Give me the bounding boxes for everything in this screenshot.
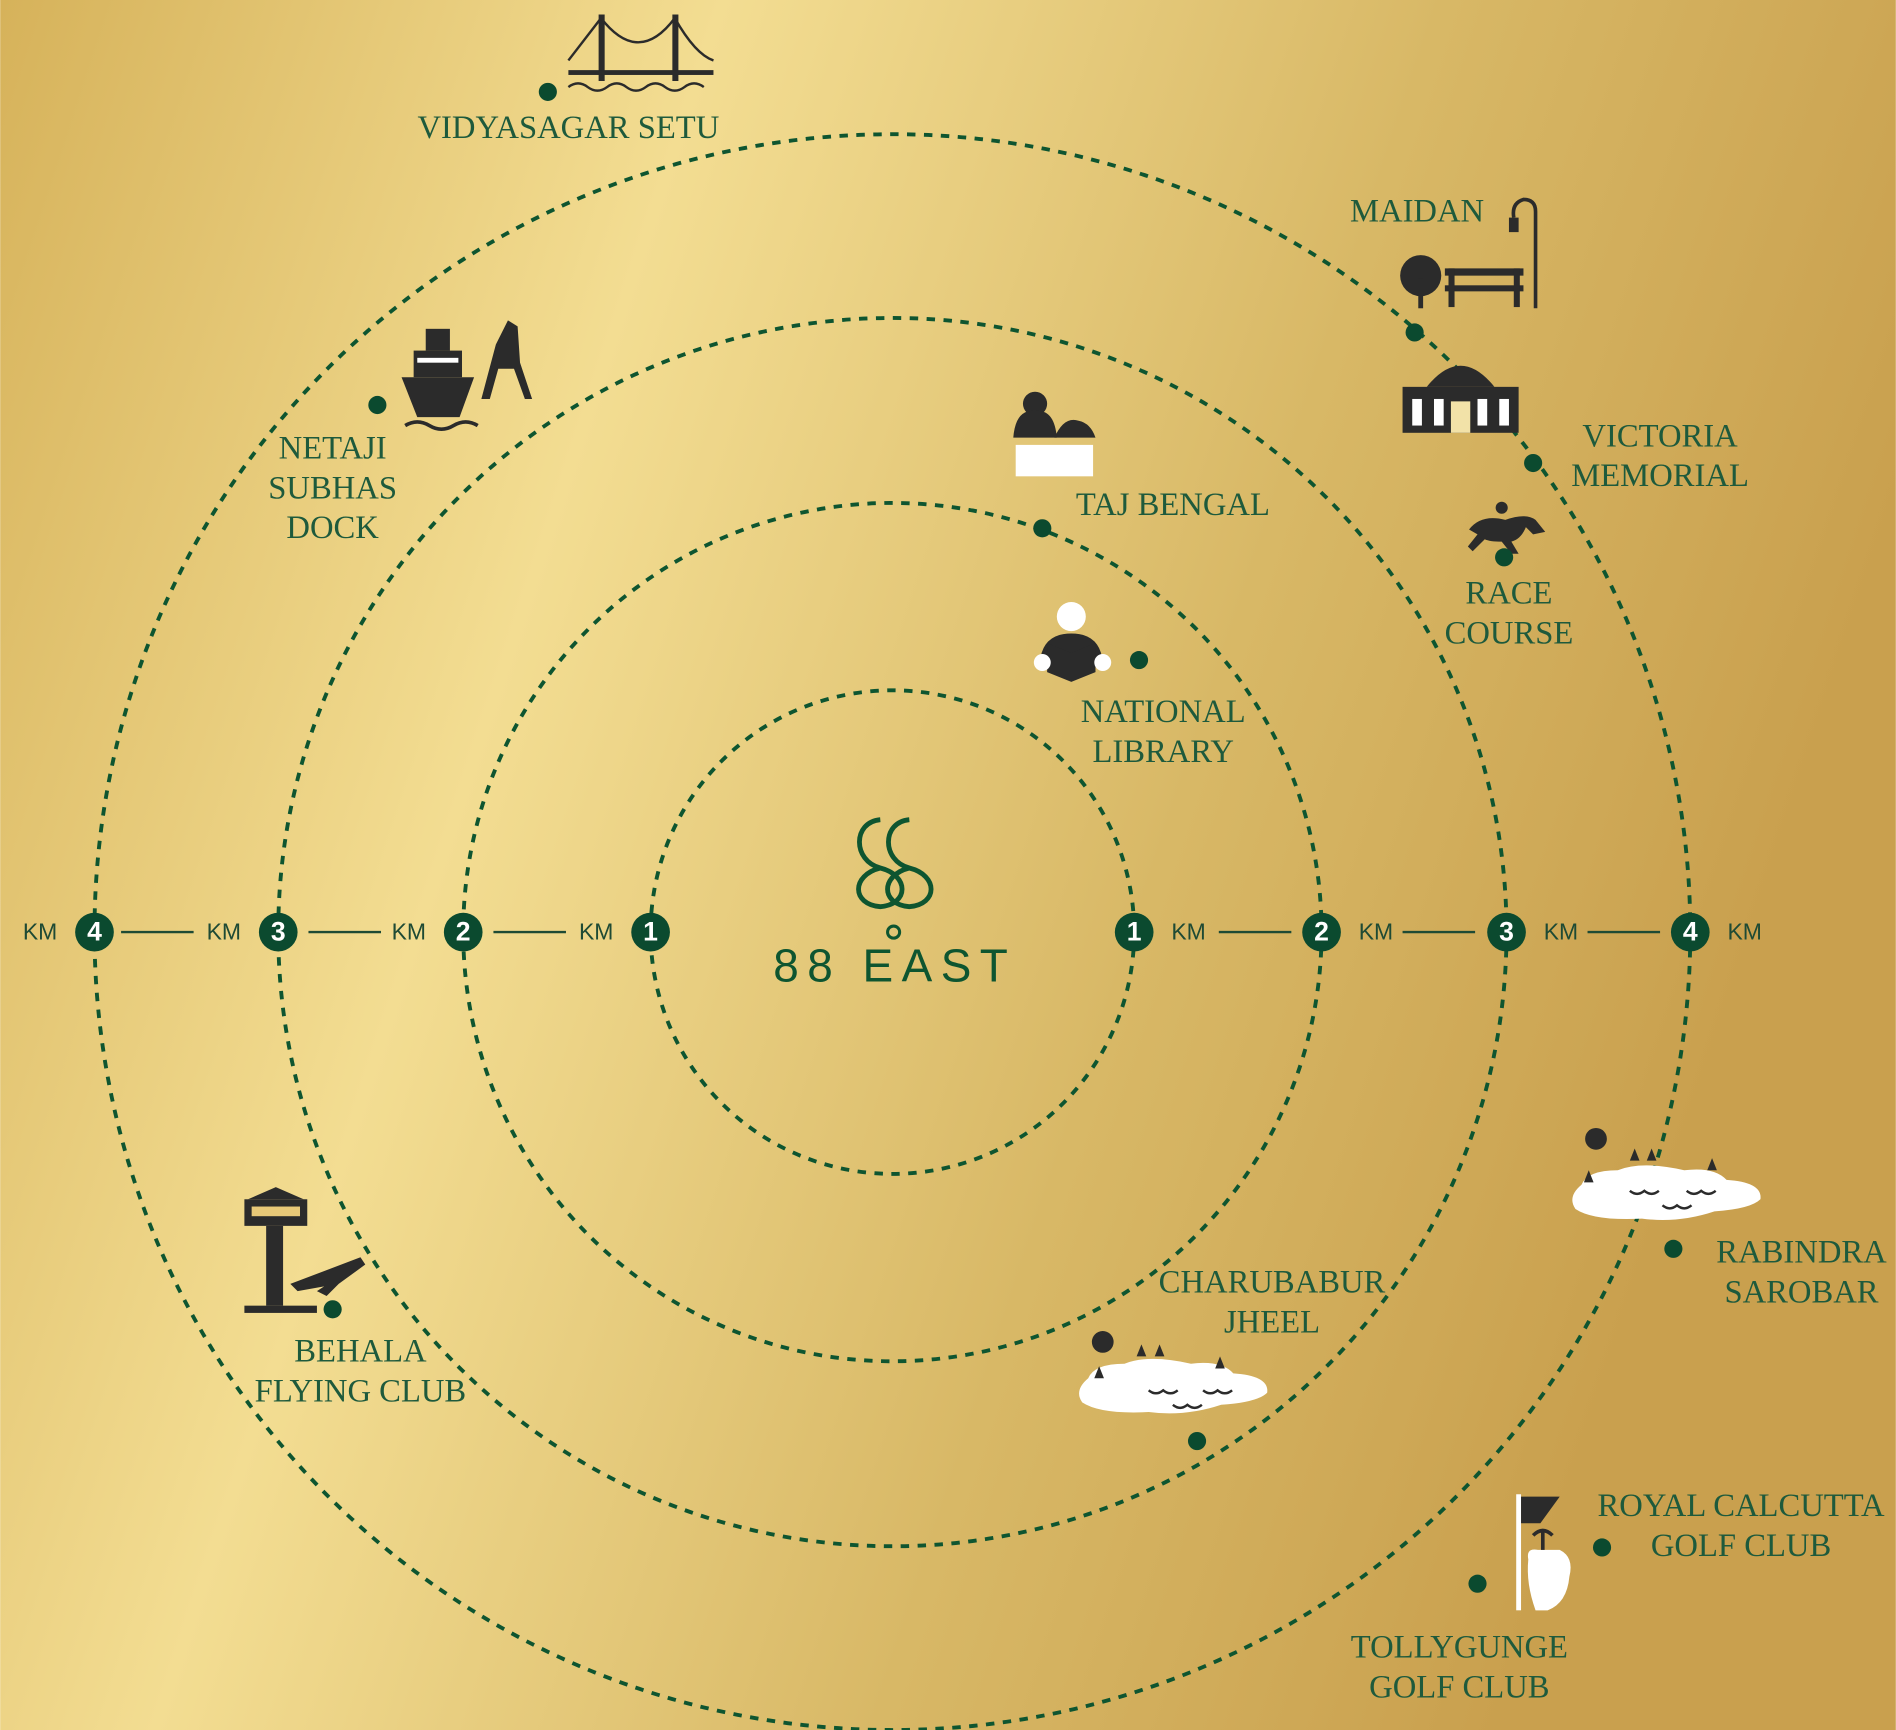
lake-icon — [1079, 1331, 1268, 1414]
landmark-dot — [1187, 1431, 1207, 1451]
km-number: 2 — [1314, 916, 1329, 946]
landmark: VIDYASAGAR SETU — [417, 82, 719, 146]
memorial-icon — [1402, 365, 1519, 433]
landmark: NATIONAL LIBRARY — [1081, 651, 1246, 770]
landmark-label: MEMORIAL — [1571, 458, 1749, 494]
landmark-label: LIBRARY — [1092, 734, 1233, 770]
landmark-dot — [1129, 651, 1149, 670]
landmark: MAIDAN — [1350, 193, 1484, 342]
landmark: RACE COURSE — [1445, 548, 1574, 651]
km-unit: KM — [207, 918, 241, 944]
landmark-label: GOLF CLUB — [1651, 1528, 1831, 1564]
km-markers: 1 KM 1 KM 2 KM 2 KM 3 KM 3 KM 4 KM 4 KM — [23, 912, 1762, 952]
km-marker — [258, 912, 298, 952]
landmark-dot — [1033, 519, 1052, 538]
landmark-dot — [1495, 548, 1514, 567]
km-unit: KM — [1544, 918, 1578, 944]
km-unit: KM — [579, 918, 613, 944]
landmark-label: MAIDAN — [1350, 193, 1484, 229]
landmark-dot — [1468, 1574, 1487, 1593]
landmark-dot — [538, 82, 557, 101]
km-unit: KM — [1171, 918, 1205, 944]
landmark-dot — [1664, 1239, 1683, 1258]
landmark-label: TOLLYGUNGE — [1351, 1630, 1568, 1666]
km-number: 1 — [1127, 916, 1142, 946]
km-marker — [443, 912, 483, 952]
landmark-dot — [1524, 453, 1543, 473]
km-number: 2 — [456, 916, 471, 946]
landmark: TAJ BENGAL — [1033, 487, 1270, 538]
landmark-label: SUBHAS — [268, 470, 397, 506]
landmark-label: DOCK — [286, 510, 379, 546]
landmark: RABINDRA SAROBAR — [1664, 1234, 1887, 1310]
km-marker — [1114, 912, 1154, 952]
landmark-label: VIDYASAGAR SETU — [417, 110, 719, 146]
airport-icon — [244, 1187, 366, 1313]
km-marker — [75, 912, 114, 952]
km-unit: KM — [392, 918, 426, 944]
landmark-label: ROYAL CALCUTTA — [1598, 1488, 1886, 1524]
km-number: 4 — [1683, 916, 1698, 946]
km-unit: KM — [1727, 918, 1761, 944]
landmark: TOLLYGUNGE GOLF CLUB — [1351, 1574, 1568, 1706]
landmark: VICTORIA MEMORIAL — [1524, 418, 1749, 494]
landmark-label: VICTORIA — [1582, 418, 1738, 454]
hotel-icon — [1013, 391, 1096, 477]
landmark-dot — [1405, 323, 1424, 342]
landmark-dot — [1592, 1538, 1612, 1557]
landmarks: VIDYASAGAR SETU MAIDAN VICTORIA MEMORIAL TAJ… — [255, 82, 1887, 1706]
km-number: 3 — [1499, 916, 1514, 946]
landmark-label: RACE — [1465, 575, 1552, 611]
km-number: 4 — [87, 916, 102, 946]
landmark-label: NETAJI — [279, 430, 387, 466]
icons — [244, 14, 1761, 1611]
horse-icon — [1467, 501, 1546, 554]
km-marker — [1302, 912, 1341, 952]
km-number: 1 — [643, 916, 658, 946]
km-marker — [631, 912, 670, 952]
km-unit: KM — [23, 918, 57, 944]
landmark-label: CHARUBABUR — [1159, 1265, 1386, 1301]
bridge-icon — [567, 14, 714, 92]
landmark: ROYAL CALCUTTA GOLF CLUB — [1592, 1488, 1886, 1564]
landmark-label: GOLF CLUB — [1369, 1670, 1549, 1706]
landmark-dot — [323, 1300, 342, 1319]
landmark-label: NATIONAL — [1081, 694, 1246, 730]
km-marker — [1487, 912, 1526, 952]
landmark: NETAJI SUBHAS DOCK — [268, 395, 397, 546]
landmark-dot — [368, 395, 387, 415]
library-icon — [1033, 602, 1112, 682]
landmark-label: SAROBAR — [1724, 1274, 1878, 1310]
landmark-label: RABINDRA — [1716, 1234, 1887, 1270]
center-title: 88 EAST — [773, 940, 1016, 992]
lake-icon — [1572, 1127, 1761, 1220]
golf-icon — [1516, 1494, 1571, 1611]
park-icon — [1400, 197, 1538, 309]
logo-mark — [856, 817, 934, 940]
km-marker — [1670, 912, 1710, 952]
landmark-label: FLYING CLUB — [255, 1373, 467, 1409]
km-unit: KM — [1359, 918, 1393, 944]
dock-icon — [401, 320, 533, 431]
landmark-label: JHEEL — [1224, 1304, 1320, 1340]
landmark-label: TAJ BENGAL — [1076, 487, 1270, 523]
landmark-label: COURSE — [1445, 615, 1574, 651]
km-number: 3 — [271, 916, 286, 946]
landmark-label: BEHALA — [294, 1334, 427, 1370]
